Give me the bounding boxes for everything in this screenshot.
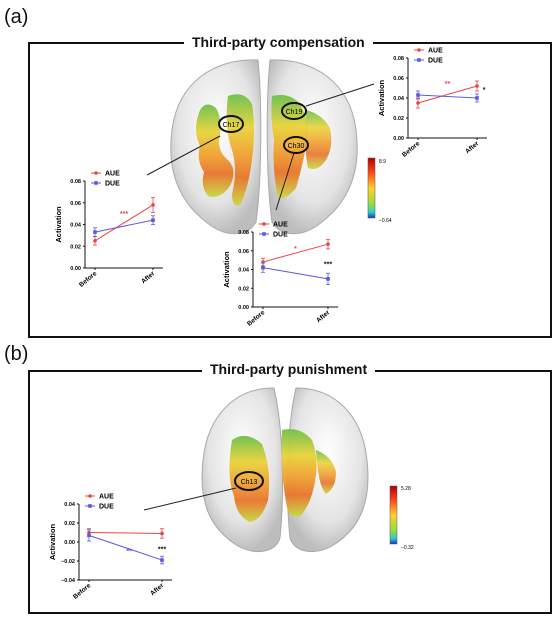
ch13-x-tick-label: After [149, 582, 165, 597]
ch17-point [151, 218, 155, 222]
ch19-legend-label: DUE [428, 58, 443, 65]
ch17-legend-marker [94, 171, 98, 175]
colorbar-a-max: 8.9 [379, 159, 386, 165]
ch19-point [475, 96, 479, 100]
ch19-series-line [417, 85, 478, 104]
panel-a-label: (a) [4, 6, 29, 28]
colorbar-a: 8.9 −0.64 [367, 157, 392, 224]
ch19-significance: * [483, 87, 486, 94]
ch30-legend-marker [262, 222, 266, 226]
ch19-y-tick-label: 0.08 [393, 56, 404, 62]
ch17-legend-label: AUE [105, 171, 120, 178]
ch13-series-line [88, 532, 163, 534]
ch19-series-line [417, 94, 478, 99]
colorbar-b-max: 5.28 [401, 486, 411, 492]
panel-b-label: (b) [4, 343, 29, 365]
ch30-legend-label: AUE [273, 222, 288, 229]
ch30-y-tick-label: 0.00 [238, 305, 249, 311]
ch13-legend-label: AUE [99, 494, 114, 501]
ch30-significance: * [294, 246, 297, 253]
ch13-y-tick-label: 0.02 [64, 521, 75, 527]
colorbar-a-min: −0.64 [379, 218, 392, 224]
panel-b-title: Third-party punishment [202, 361, 376, 377]
ch30-legend-marker [262, 232, 266, 236]
ch19-y-tick-label: 0.00 [393, 136, 404, 142]
ch30-legend-label: DUE [273, 232, 288, 239]
ch17-y-tick-label: 0.04 [70, 223, 82, 229]
brain-b: Ch13 [143, 387, 369, 553]
ch13-series-line [88, 534, 163, 561]
ch30-y-tick-label: 0.08 [238, 230, 249, 236]
ch19-y-tick-label: 0.06 [393, 76, 404, 82]
channel-ch13: Ch13 [241, 479, 258, 486]
ch19-legend-marker [417, 58, 421, 62]
ch17-series-line [94, 204, 154, 242]
ch30-point [326, 242, 330, 246]
ch13-y-tick-label: 0.00 [64, 540, 75, 546]
ch17-ylabel: Activation [54, 206, 63, 243]
channel-ch19: Ch19 [286, 109, 303, 116]
ch13-legend-marker [88, 494, 92, 498]
ch30-series-line [262, 243, 329, 263]
panel-a-title: Third-party compensation [184, 34, 373, 50]
ch17-significance: *** [120, 211, 128, 218]
ch19-point [416, 93, 420, 97]
ch13-legend-label: DUE [99, 504, 114, 511]
ch13-y-tick-label: −0.04 [61, 578, 76, 584]
ch13-significance: ** [126, 548, 132, 555]
ch19-point [475, 84, 479, 88]
ch19-legend-label: AUE [428, 48, 443, 55]
ch17-point [93, 230, 97, 234]
ch30-y-tick-label: 0.02 [238, 286, 249, 292]
ch13-ylabel: Activation [48, 523, 57, 560]
ch13-point [160, 531, 164, 536]
ch13-point [87, 533, 91, 538]
ch19-significance: ** [445, 81, 451, 88]
channel-ch30: Ch30 [288, 143, 305, 150]
colorbar-b: 5.28 −0.32 [389, 485, 414, 551]
ch17-y-tick-label: 0.00 [70, 266, 81, 272]
ch17-series-line [94, 219, 154, 233]
ch30-significance: *** [324, 262, 332, 269]
ch19-legend-marker [417, 48, 421, 52]
channel-ch17: Ch17 [223, 122, 240, 129]
ch17-point [93, 239, 97, 243]
ch17-y-tick-label: 0.02 [70, 244, 81, 250]
ch13-x-tick-label: Before [72, 582, 93, 601]
ch17-legend-marker [94, 181, 98, 185]
ch13-significance: *** [158, 547, 166, 554]
ch30-ylabel: Activation [222, 251, 231, 288]
ch19-ylabel: Activation [377, 79, 386, 116]
ch30-series-line [262, 267, 329, 280]
ch30-point [326, 277, 330, 281]
ch19-y-tick-label: 0.04 [393, 96, 405, 102]
ch19-point [416, 101, 420, 105]
ch13-legend-marker [88, 504, 92, 508]
ch17-legend-label: DUE [105, 181, 120, 188]
ch13-y-tick-label: 0.04 [64, 502, 76, 508]
ch17-y-tick-label: 0.06 [70, 201, 81, 207]
ch19-y-tick-label: 0.02 [393, 116, 404, 122]
ch13-y-tick-label: −0.02 [61, 559, 75, 565]
ch30-point [261, 265, 265, 270]
colorbar-b-min: −0.32 [401, 545, 414, 551]
brain-a: Ch17 Ch19 Ch30 [146, 59, 375, 235]
ch17-point [151, 203, 155, 207]
ch17-y-tick-label: 0.08 [70, 179, 81, 185]
ch30-y-tick-label: 0.06 [238, 249, 249, 255]
ch13-point [160, 558, 164, 562]
ch30-y-tick-label: 0.04 [238, 268, 250, 274]
